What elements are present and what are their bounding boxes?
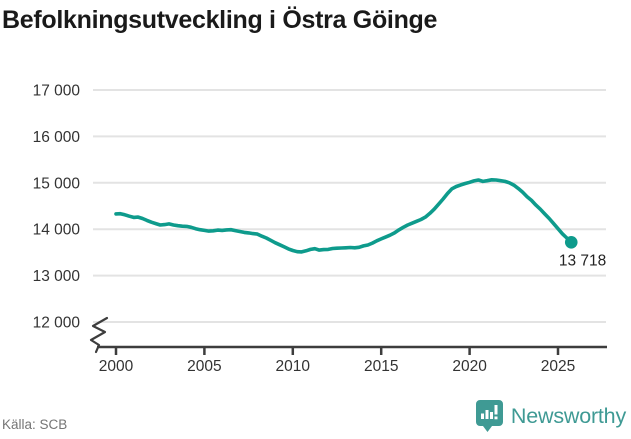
y-tick-label: 17 000: [33, 83, 81, 100]
x-tick-label: 2025: [541, 358, 575, 375]
population-line: [114, 178, 574, 254]
y-tick-label: 13 000: [33, 268, 81, 285]
chart-title: Befolkningsutveckling i Östra Göinge: [2, 6, 438, 34]
y-tick-label: 16 000: [33, 129, 81, 146]
x-tick-label: 2000: [99, 358, 134, 375]
y-tick-label: 15 000: [33, 175, 81, 192]
x-tick-label: 2015: [364, 358, 398, 375]
newsworthy-badge-icon: [475, 400, 503, 432]
x-tick-label: 2020: [452, 358, 487, 375]
x-tick-label: 2010: [276, 358, 311, 375]
x-tick-label: 2005: [187, 358, 221, 375]
y-tick-label: 14 000: [33, 222, 81, 239]
end-point-dot: [564, 235, 578, 249]
axis-break-icon: [89, 316, 109, 354]
newsworthy-logo: Newsworthy: [475, 399, 626, 433]
y-tick-label: 12 000: [33, 315, 81, 332]
source-caption: Källa: SCB: [2, 417, 68, 432]
end-value-label: 13 718: [559, 252, 606, 269]
newsworthy-wordmark: Newsworthy: [510, 403, 626, 428]
